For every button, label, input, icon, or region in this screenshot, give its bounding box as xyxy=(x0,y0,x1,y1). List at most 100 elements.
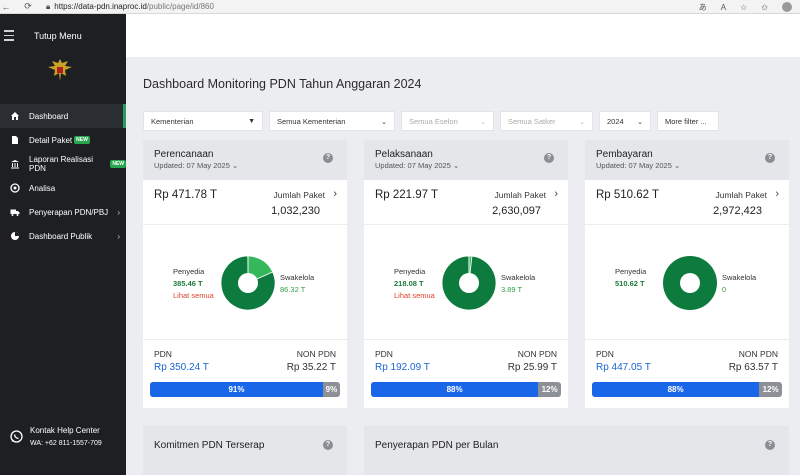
card-title: Perencanaan xyxy=(154,149,214,160)
non-pdn-value: Rp 25.99 T xyxy=(507,362,557,373)
truck-icon xyxy=(10,207,20,217)
pdn-value: Rp 447.05 T xyxy=(596,362,651,373)
menu-toggle-icon[interactable] xyxy=(4,30,14,44)
pdn-label: PDN xyxy=(154,349,172,359)
updated-text: Updated: 07 May 2025 xyxy=(596,161,672,170)
card-header: Perencanaan Updated: 07 May 2025 ⌄ ? xyxy=(143,140,347,180)
address-bar[interactable]: 🔒︎ https://data-pdn.inaproc.id/public/pa… xyxy=(46,2,214,12)
card-title: Pelaksanaan xyxy=(375,149,433,160)
more-filter-button[interactable]: More filter ... xyxy=(657,111,719,131)
top-header xyxy=(126,14,800,57)
donut-hole xyxy=(238,273,258,293)
filter-year-select[interactable]: 2024 ⌄ xyxy=(599,111,651,131)
divider xyxy=(364,224,568,225)
donut-hole xyxy=(680,273,700,293)
updated-text: Updated: 07 May 2025 xyxy=(154,161,230,170)
non-pdn-progress-fill: 9% xyxy=(325,385,338,394)
divider xyxy=(585,224,789,225)
card-pelaksanaan: Pelaksanaan Updated: 07 May 2025 ⌄ ? Rp … xyxy=(364,140,568,408)
penyedia-label: Penyedia xyxy=(394,267,426,276)
url-path: /public/page/id/860 xyxy=(146,2,214,11)
filter-value: More filter ... xyxy=(665,116,707,126)
help-center-phone: WA: +62 811-1557-709 xyxy=(30,440,102,447)
help-icon[interactable]: ? xyxy=(765,440,775,450)
help-icon[interactable]: ? xyxy=(544,153,554,163)
chevron-right-icon: › xyxy=(117,207,120,217)
updated-date-dropdown[interactable]: Updated: 07 May 2025 ⌄ xyxy=(154,161,238,170)
sidebar-item-dashboard-publik[interactable]: Dashboard Publik › xyxy=(0,224,126,248)
page-title: Dashboard Monitoring PDN Tahun Anggaran … xyxy=(143,77,422,91)
lock-icon: 🔒︎ xyxy=(46,1,51,11)
favorites-bar-icon[interactable]: ✩ xyxy=(761,2,768,12)
chevron-right-icon: › xyxy=(117,231,120,241)
help-center-title: Kontak Help Center xyxy=(30,426,100,435)
sidebar-item-label: Penyerapan PDN/PBJ xyxy=(29,207,109,217)
favorite-icon[interactable]: ☆ xyxy=(740,2,748,12)
help-icon[interactable]: ? xyxy=(765,153,775,163)
back-icon[interactable]: ← xyxy=(1,1,11,12)
divider xyxy=(143,339,347,340)
non-pdn-value: Rp 35.22 T xyxy=(286,362,336,373)
browser-toolbar: ← ⟳ 🔒︎ https://data-pdn.inaproc.id/publi… xyxy=(0,0,800,14)
menu-toggle-label[interactable]: Tutup Menu xyxy=(34,31,82,41)
card-title: Penyerapan PDN per Bulan xyxy=(375,440,499,451)
penyedia-value: 218.08 T xyxy=(394,279,424,288)
reload-icon[interactable]: ⟳ xyxy=(24,1,32,11)
new-badge: NEW xyxy=(74,136,90,144)
pdn-value: Rp 350.24 T xyxy=(154,362,209,373)
penyedia-swakelola-donut xyxy=(220,255,276,311)
jumlah-paket-link[interactable]: Jumlah Paket xyxy=(494,190,547,200)
profile-avatar[interactable] xyxy=(782,2,792,12)
chevron-right-icon[interactable]: › xyxy=(333,188,337,200)
chevron-right-icon[interactable]: › xyxy=(775,188,779,200)
filter-semua-kementerian-select[interactable]: Semua Kementerian ⌄ xyxy=(269,111,395,131)
swakelola-value: 86.32 T xyxy=(280,285,306,294)
sidebar-item-laporan-realisasi[interactable]: Laporan Realisasi PDN NEW xyxy=(0,152,126,176)
jumlah-paket-value: 1,032,230 xyxy=(271,205,320,217)
card-header: Pelaksanaan Updated: 07 May 2025 ⌄ ? xyxy=(364,140,568,180)
sidebar-item-dashboard[interactable]: Dashboard xyxy=(0,104,126,128)
card-komitmen-pdn: Komitmen PDN Terserap ? xyxy=(143,426,347,475)
translate-icon[interactable]: あ xyxy=(698,2,707,12)
sidebar-item-detail-paket[interactable]: Detail Paket NEW xyxy=(0,128,126,152)
chevron-right-icon[interactable]: › xyxy=(554,188,558,200)
sidebar-item-analisa[interactable]: Analisa xyxy=(0,176,126,200)
pdn-progress-fill: 91% xyxy=(150,382,323,397)
filter-satker-select[interactable]: Semua Satker ⌄ xyxy=(500,111,593,131)
help-icon[interactable]: ? xyxy=(323,440,333,450)
chevron-down-icon: ⌄ xyxy=(381,119,387,126)
sidebar-item-label: Dashboard Publik xyxy=(29,231,93,241)
lihat-semua-link[interactable]: Lihat semua xyxy=(173,291,214,300)
sidebar-item-penyerapan[interactable]: Penyerapan PDN/PBJ › xyxy=(0,200,126,224)
pdn-progress-bar: 88% 12% xyxy=(371,382,561,397)
pdn-progress-bar: 91% 9% xyxy=(150,382,340,397)
pdn-progress-fill: 88% xyxy=(592,382,760,397)
chevron-down-icon: ⌄ xyxy=(637,119,643,126)
help-icon[interactable]: ? xyxy=(323,153,333,163)
filter-value: Semua Kementerian xyxy=(277,116,346,126)
non-pdn-progress-fill: 12% xyxy=(762,385,779,394)
card-pembayaran: Pembayaran Updated: 07 May 2025 ⌄ ? Rp 5… xyxy=(585,140,789,408)
divider xyxy=(364,339,568,340)
new-badge: NEW xyxy=(110,160,126,168)
sidebar-menu: Dashboard Detail Paket NEW Laporan Reali… xyxy=(0,104,126,248)
filter-kementerian-select[interactable]: Kementerian ▼ xyxy=(143,111,263,131)
whatsapp-icon xyxy=(10,430,23,443)
filter-value: Semua Satker xyxy=(508,116,556,126)
jumlah-paket-link[interactable]: Jumlah Paket xyxy=(273,190,326,200)
bank-icon xyxy=(10,159,20,169)
jumlah-paket-link[interactable]: Jumlah Paket xyxy=(715,190,768,200)
penyedia-label: Penyedia xyxy=(173,267,205,276)
home-icon xyxy=(10,111,20,121)
chevron-down-icon: ⌄ xyxy=(231,161,239,170)
chevron-down-icon: ⌄ xyxy=(480,119,486,126)
updated-date-dropdown[interactable]: Updated: 07 May 2025 ⌄ xyxy=(375,161,459,170)
pdn-value: Rp 192.09 T xyxy=(375,362,430,373)
read-aloud-icon[interactable]: A xyxy=(720,2,727,12)
penyedia-swakelola-donut xyxy=(663,256,717,310)
filter-eselon-select[interactable]: Semua Eselon ⌄ xyxy=(401,111,494,131)
card-title: Komitmen PDN Terserap xyxy=(154,440,265,451)
total-amount: Rp 221.97 T xyxy=(375,189,439,201)
lihat-semua-link[interactable]: Lihat semua xyxy=(394,291,435,300)
updated-date-dropdown[interactable]: Updated: 07 May 2025 ⌄ xyxy=(596,161,680,170)
